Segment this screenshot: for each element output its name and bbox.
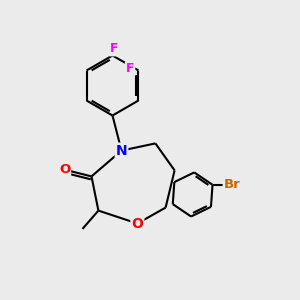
Text: O: O — [59, 163, 70, 176]
Text: Br: Br — [224, 178, 240, 191]
Text: F: F — [126, 62, 134, 76]
Text: N: N — [116, 144, 127, 158]
Text: O: O — [131, 217, 143, 230]
Text: F: F — [110, 42, 118, 56]
